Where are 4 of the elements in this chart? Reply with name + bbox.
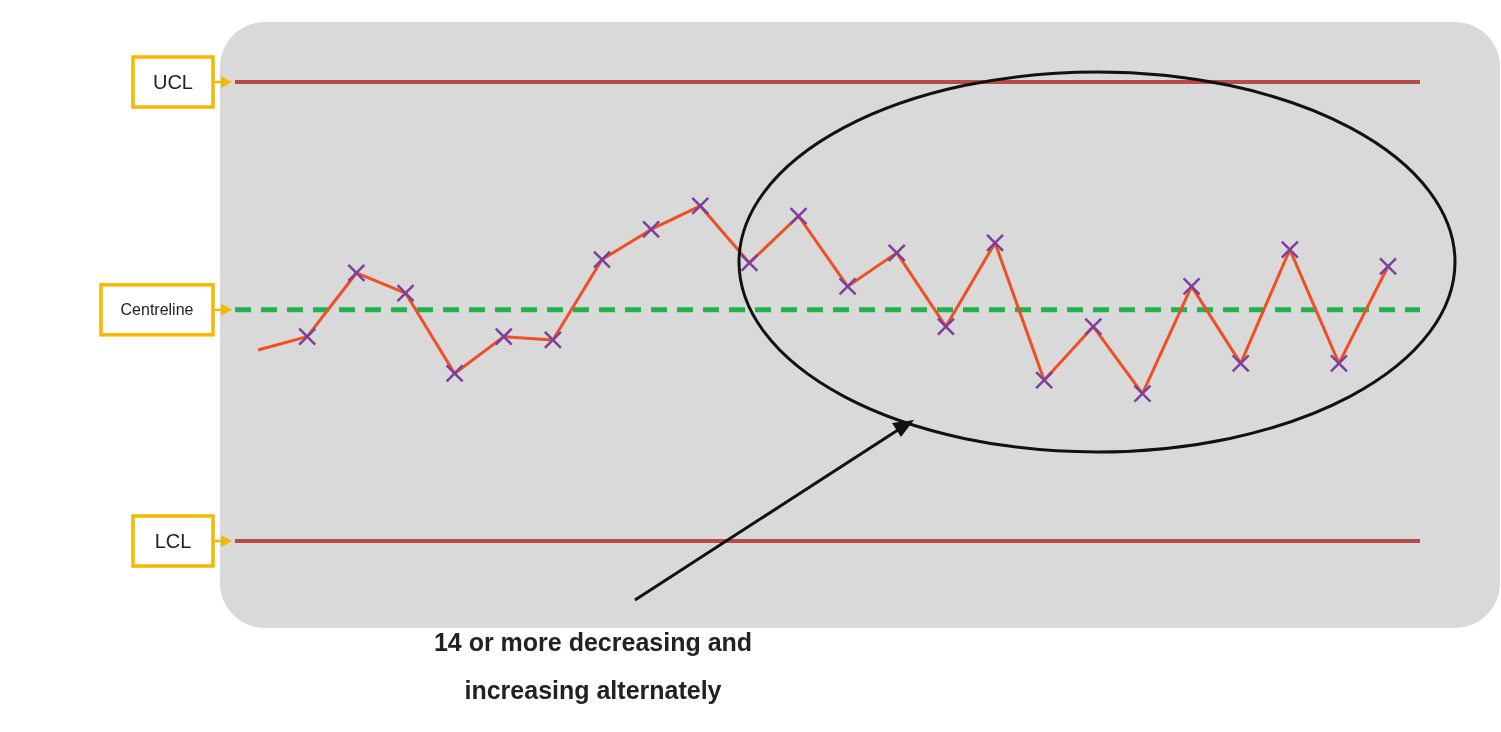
ref-line-label: LCL [154, 530, 192, 552]
text: 14 or more decreasing and increasing alternately [432, 627, 754, 706]
ref-line-label: Centreline [120, 301, 194, 319]
ref-line-label: UCL [152, 71, 194, 93]
